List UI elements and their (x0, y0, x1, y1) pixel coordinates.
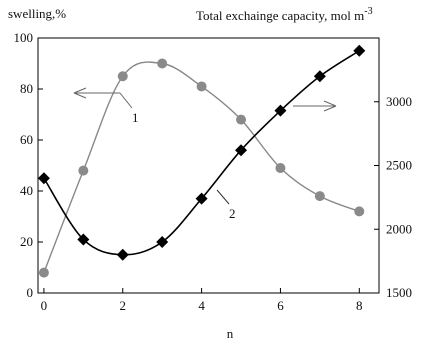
annotation-series-2: 2 (216, 100, 337, 221)
label-series-2: 2 (229, 206, 236, 221)
x-tick-label-4: 8 (356, 298, 363, 313)
series-2-point-0 (37, 172, 50, 185)
x-axis-label: n (227, 326, 234, 341)
leader-series-1 (119, 92, 133, 109)
y-left-tick-label-3: 60 (20, 132, 33, 147)
y-right-tick-label-2: 2500 (386, 158, 412, 173)
series-2-point-6 (274, 104, 287, 117)
y-left-tick-label-5: 100 (14, 30, 34, 45)
series-1-point-1 (78, 165, 89, 176)
annotation-series-1: 1 (73, 87, 139, 125)
y-right-tick-label-3: 3000 (386, 94, 412, 109)
series-2-point-4 (195, 192, 208, 205)
y-left-tick-label-0: 0 (27, 285, 34, 300)
series-1-point-3 (157, 58, 168, 69)
leader-series-2 (216, 189, 230, 205)
right-axis-label: Total exchainge capacity, mol m-3 (196, 6, 373, 23)
series-1-curve (43, 61, 360, 273)
y-left-tick-label-2: 40 (20, 183, 33, 198)
markers-group (37, 44, 366, 278)
series-2-point-8 (353, 44, 366, 57)
series-1-point-5 (236, 114, 247, 125)
x-tick-label-2: 4 (198, 298, 205, 313)
left-axis-label: swelling,% (8, 6, 66, 21)
series-1-point-0 (38, 267, 49, 278)
series-2-point-2 (116, 248, 129, 261)
plot-frame (37, 37, 380, 294)
series-1-point-7 (314, 191, 325, 202)
series-2-point-5 (235, 144, 248, 157)
arrow-right-head (323, 100, 337, 112)
series-2-point-3 (156, 236, 169, 248)
x-tick-label-1: 2 (120, 298, 127, 313)
series-2-point-7 (313, 70, 326, 83)
y-left-tick-label-4: 80 (20, 81, 33, 96)
y-right-tick-label-0: 1500 (386, 285, 412, 300)
right-axis-label-sup: -3 (364, 6, 372, 17)
series-1-point-4 (196, 81, 207, 92)
arrow-left-head (73, 87, 87, 99)
series-2-curve (43, 50, 360, 256)
series-1-point-2 (117, 71, 128, 82)
x-tick-label-3: 6 (277, 298, 284, 313)
x-tick-label-0: 0 (41, 298, 48, 313)
series-1-point-8 (354, 206, 365, 217)
label-series-1: 1 (132, 110, 139, 125)
series-1-point-6 (275, 163, 286, 174)
right-axis-label-text: Total exchainge capacity, mol m (196, 8, 364, 23)
y-right-tick-label-1: 2000 (386, 221, 412, 236)
y-left-tick-label-1: 20 (20, 234, 33, 249)
series-2-point-1 (77, 233, 90, 246)
